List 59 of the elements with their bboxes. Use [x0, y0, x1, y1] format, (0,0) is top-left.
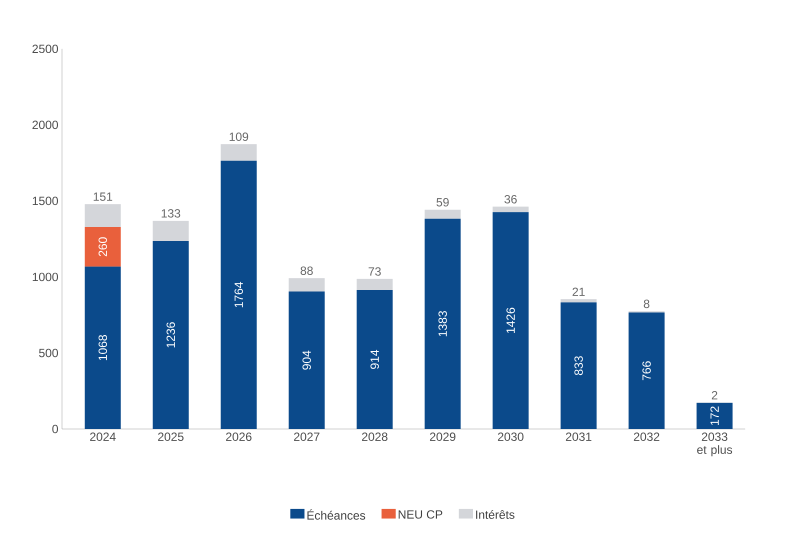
data-label: 1426 — [506, 308, 515, 333]
data-label: 133 — [162, 209, 180, 218]
data-label: 914 — [370, 350, 379, 369]
bar — [424, 218, 461, 429]
x-tick-label: 2033 et plus — [697, 432, 732, 456]
bar — [84, 266, 121, 429]
bar — [424, 210, 461, 219]
data-label: 8 — [644, 300, 650, 308]
data-label: 151 — [94, 192, 112, 201]
bar — [628, 312, 665, 429]
legend-label: Intérêts — [476, 510, 514, 519]
y-tick-label: 2000 — [32, 120, 58, 130]
x-tick-label: 2028 — [362, 432, 388, 441]
bar — [492, 212, 529, 429]
bar — [560, 302, 597, 429]
x-tick-label: 2029 — [430, 432, 456, 441]
bar — [84, 227, 121, 267]
data-label: 36 — [504, 195, 517, 204]
bar — [356, 290, 393, 429]
y-tick-label: 500 — [39, 348, 58, 358]
data-label: 73 — [368, 267, 381, 276]
y-tick-label: 0 — [52, 424, 58, 434]
legend-label: Échéances — [307, 509, 366, 520]
x-tick-label: 2026 — [226, 432, 252, 441]
x-tick-label: 2030 — [498, 432, 524, 441]
bar — [492, 206, 529, 212]
bar — [356, 278, 393, 290]
data-label: 1383 — [438, 311, 447, 336]
data-label: 172 — [710, 406, 719, 425]
data-label: 904 — [302, 350, 311, 370]
bar — [152, 241, 189, 429]
data-label: 1764 — [234, 282, 243, 308]
bar — [560, 299, 597, 302]
x-tick-label: 2031 — [566, 432, 592, 441]
data-label: 1068 — [98, 335, 108, 360]
data-label: 109 — [230, 132, 248, 141]
bar — [84, 204, 121, 228]
x-tick-label: 2032 — [634, 432, 660, 441]
y-tick-label: 1500 — [32, 196, 58, 206]
bar — [288, 278, 325, 292]
x-tick-label: 2024 — [90, 432, 116, 441]
bar — [696, 402, 733, 429]
bar — [288, 292, 325, 429]
legend-label: NEU CP — [398, 510, 442, 519]
data-label: 59 — [436, 198, 449, 207]
bar — [220, 144, 257, 161]
data-label: 88 — [300, 266, 313, 275]
data-label: 833 — [574, 356, 583, 376]
y-tick-label: 2500 — [32, 44, 58, 54]
data-label: 21 — [572, 288, 585, 296]
data-label: 766 — [642, 361, 651, 380]
bar — [152, 220, 189, 242]
x-tick-label: 2027 — [294, 432, 320, 441]
data-label: 2 — [712, 390, 718, 400]
data-label: 260 — [98, 237, 108, 256]
bar — [220, 160, 257, 429]
y-tick-label: 1000 — [32, 272, 58, 282]
data-label: 1236 — [166, 322, 175, 348]
x-tick-label: 2025 — [158, 432, 184, 441]
